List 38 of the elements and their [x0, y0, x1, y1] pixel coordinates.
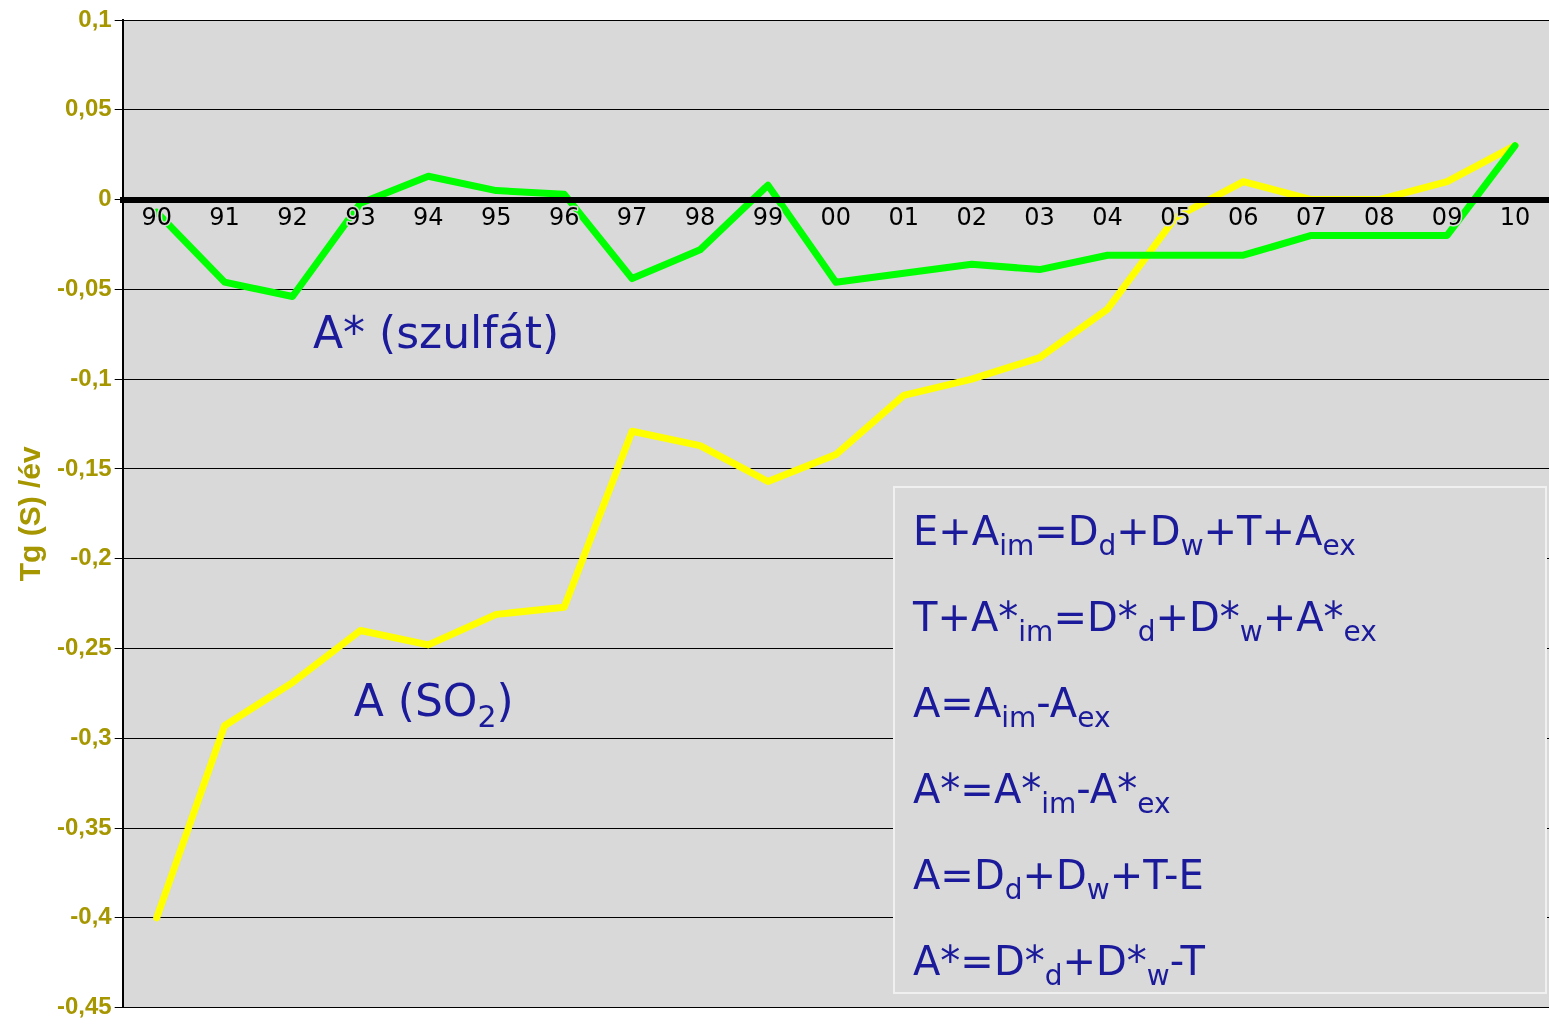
x-tick-label: 10: [1499, 202, 1531, 231]
annotation: A*=D*$_{d}$+D*$_{w}$-T: [913, 937, 1206, 994]
y-tick-label: -0,15: [57, 453, 112, 481]
x-tick-label: 07: [1296, 202, 1327, 231]
x-tick-label: 94: [413, 202, 444, 231]
x-tick-label: 06: [1228, 202, 1259, 231]
y-tick-label: -0,45: [57, 992, 112, 1020]
annotation: T+A*$_{im}$=D*$_{d}$+D*$_{w}$+A*$_{ex}$: [913, 593, 1378, 650]
y-axis-title: Tg (S) /év: [13, 445, 47, 582]
y-tick-label: -0,1: [70, 363, 112, 391]
x-tick-label: 92: [277, 202, 308, 231]
x-tick-label: 98: [684, 202, 716, 231]
x-tick-label: 02: [956, 202, 987, 231]
x-tick-label: 91: [209, 202, 240, 231]
x-tick-label: 97: [616, 202, 648, 231]
x-tick-label: 04: [1092, 202, 1123, 231]
y-tick-label: -0,25: [57, 633, 112, 661]
annotation: A=A$_{im}$-A$_{ex}$: [913, 679, 1112, 736]
y-tick-label: -0,05: [57, 273, 112, 301]
series-label: A (SO$_{2}$): [353, 675, 514, 734]
y-tick-label: -0,4: [70, 902, 113, 930]
x-tick-label: 95: [480, 202, 512, 231]
y-tick-label: 0: [98, 184, 112, 212]
x-tick-label: 96: [548, 202, 580, 231]
x-tick-label: 01: [888, 202, 920, 231]
annotation: A=D$_{d}$+D$_{w}$+T-E: [913, 851, 1205, 908]
y-tick-label: -0,35: [57, 812, 112, 840]
x-tick-label: 03: [1024, 202, 1055, 231]
annotation: A*=A*$_{im}$-A*$_{ex}$: [913, 765, 1172, 822]
x-tick-label: 00: [820, 202, 852, 231]
series-label: A* (szulfát): [312, 307, 560, 359]
x-tick-label: 99: [752, 202, 784, 231]
y-tick-label: 0,1: [78, 4, 112, 32]
y-tick-label: -0,3: [70, 722, 112, 750]
x-tick-label: 08: [1363, 202, 1395, 231]
annotation: E+A$_{im}$=D$_{d}$+D$_{w}$+T+A$_{ex}$: [913, 507, 1357, 564]
y-tick-label: 0,05: [64, 94, 112, 122]
y-tick-label: -0,2: [70, 543, 112, 571]
